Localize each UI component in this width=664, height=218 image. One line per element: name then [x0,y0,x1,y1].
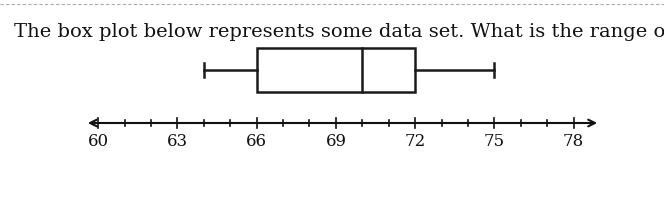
Text: The box plot below represents some data set. What is the range of the data?: The box plot below represents some data … [14,23,664,41]
Bar [257,48,415,92]
Text: 72: 72 [404,133,426,150]
Text: 63: 63 [167,133,188,150]
Text: 69: 69 [325,133,347,150]
Text: 75: 75 [484,133,505,150]
Text: 60: 60 [88,133,109,150]
Text: 78: 78 [563,133,584,150]
Text: 66: 66 [246,133,267,150]
